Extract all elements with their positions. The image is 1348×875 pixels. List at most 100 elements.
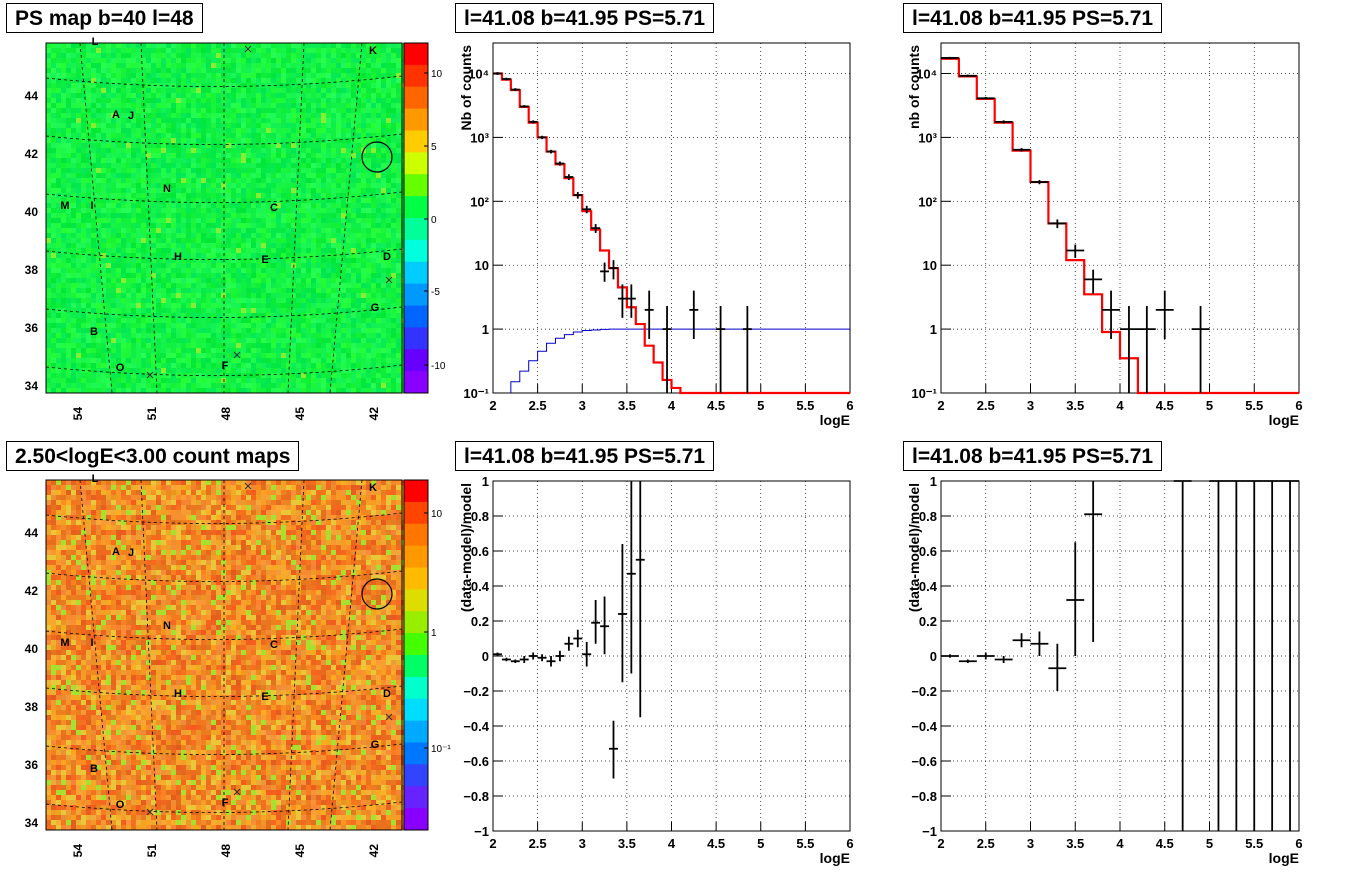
map-cross-marker [244, 45, 252, 53]
x-tick-label: 4.5 [1156, 836, 1174, 851]
colorbar-cell [404, 523, 428, 547]
spectrum-title-1: l=41.08 b=41.95 PS=5.71 [455, 3, 715, 33]
map-x-tick: 42 [367, 407, 381, 421]
y-tick-label: 0 [930, 649, 937, 664]
x-tick-label: 3 [1027, 836, 1034, 851]
colorbar-tick-label: 5 [431, 142, 437, 153]
source-label-d: D [383, 688, 391, 700]
source-label-m: M [60, 200, 69, 212]
chart-panel-4: 2 2.5 3 3.5 4 4.5 5 5.5 6 −1 −0.8 −0.6 −0.4 −0.2 0 0.2 0… [906, 474, 1303, 866]
source-label-j: J [128, 547, 134, 559]
x-tick-label: 3.5 [618, 836, 636, 851]
map-grid-longitude [329, 42, 363, 394]
colorbar-cell [404, 633, 428, 656]
map-cross-marker [244, 482, 252, 490]
y-tick-label: 0.2 [919, 614, 937, 629]
colorbar-cell [404, 786, 428, 809]
map-x-tick: 45 [293, 407, 307, 421]
map-cross-marker [385, 276, 393, 284]
map-y-tick: 36 [25, 321, 39, 335]
colorbar-cell [404, 218, 428, 241]
colorbar-tick-label: 0 [431, 215, 437, 226]
source-label-a: A [112, 546, 120, 558]
source-label-l: L [92, 473, 99, 485]
y-tick-label: 0.4 [919, 579, 938, 594]
x-tick-label: 6 [1295, 398, 1302, 413]
map-x-tick: 48 [219, 407, 233, 421]
x-tick-label: 6 [1295, 836, 1302, 851]
y-tick-label: 0 [482, 649, 489, 664]
source-label-m: M [60, 637, 69, 649]
map-grid-longitude [329, 479, 363, 831]
colorbar-cell [404, 305, 428, 328]
source-label-f: F [222, 360, 229, 372]
x-tick-label: 5 [1206, 398, 1213, 413]
x-tick-label: 4 [668, 836, 676, 851]
y-tick-label: 1 [482, 474, 489, 489]
map-y-tick: 36 [25, 758, 39, 772]
ps-map-title: PS map b=40 l=48 [6, 3, 203, 33]
y-tick-label: 1 [482, 322, 489, 337]
source-label-k: K [369, 45, 377, 57]
colorbar-cell [404, 327, 428, 350]
source-label-n: N [163, 620, 171, 632]
y-axis-label: (data-model)/model [906, 483, 922, 612]
map-y-tick: 40 [25, 642, 39, 656]
map-x-tick: 48 [219, 844, 233, 858]
plot-frame [492, 42, 851, 394]
colorbar-cell [404, 698, 428, 722]
colorbar-cell [404, 349, 428, 372]
colorbar-cell [404, 589, 428, 612]
map-x-tick: 45 [293, 844, 307, 858]
y-tick-label: −0.2 [911, 684, 937, 699]
plot-frame [492, 480, 851, 832]
count-map-panel: L K A J N M I C H E D G B O F 44 42 40 38 36 34 54 51 48 45 42 10 1… [25, 473, 452, 857]
x-tick-label: 2 [489, 398, 496, 413]
colorbar-tick-label: -10 [431, 361, 446, 372]
model-histogram [493, 72, 850, 395]
map-y-tick: 44 [25, 526, 39, 540]
residual-title-1: l=41.08 b=41.95 PS=5.71 [455, 441, 715, 471]
source-label-i: I [90, 637, 93, 649]
source-label-l: L [92, 36, 99, 48]
map-y-tick: 42 [25, 147, 39, 161]
y-tick-label: 10 [475, 258, 489, 273]
source-label-k: K [369, 482, 377, 494]
colorbar-cell [404, 480, 428, 503]
x-tick-label: 2 [937, 398, 944, 413]
x-tick-label: 5.5 [1245, 836, 1263, 851]
map-grid-longitude [79, 42, 113, 394]
y-tick-label: −0.8 [463, 789, 489, 804]
x-tick-label: 6 [846, 836, 853, 851]
map-grid-longitude [140, 479, 158, 831]
x-tick-label: 3 [1027, 398, 1034, 413]
source-label-j: J [128, 110, 134, 122]
colorbar-tick-label: 10 [431, 509, 443, 520]
source-label-e: E [261, 254, 268, 266]
spectrum-title-2: l=41.08 b=41.95 PS=5.71 [903, 3, 1163, 33]
x-tick-label: 3.5 [1066, 836, 1084, 851]
y-tick-label: 0.4 [471, 579, 490, 594]
target-circle [361, 578, 393, 610]
colorbar-cell [404, 239, 428, 263]
y-tick-label: 10³ [470, 130, 489, 145]
x-tick-label: 3 [579, 836, 586, 851]
source-label-n: N [163, 183, 171, 195]
y-tick-label: 10⁴ [916, 66, 937, 81]
count-map-title: 2.50<logE<3.00 count maps [6, 441, 300, 471]
x-tick-label: 4.5 [1156, 398, 1174, 413]
residual-title-2: l=41.08 b=41.95 PS=5.71 [903, 441, 1163, 471]
map-grid [45, 479, 403, 831]
colorbar-tick-label: 1 [431, 628, 437, 639]
map-x-tick: 54 [71, 844, 85, 858]
map-grid [45, 42, 403, 394]
colorbar-cell [404, 676, 428, 700]
x-axis-label: logE [820, 850, 850, 866]
chart-panel-2: 2 2.5 3 3.5 4 4.5 5 5.5 6 10⁻¹ 1 10 10² 10³ 10⁴ logE nb … [906, 42, 1303, 428]
colorbar-cell [404, 261, 428, 285]
y-axis-label: nb of counts [906, 45, 922, 129]
y-tick-label: −1 [922, 824, 937, 839]
map-y-tick: 44 [25, 89, 39, 103]
x-tick-label: 4 [1116, 398, 1124, 413]
map-grid-longitude [140, 42, 158, 394]
